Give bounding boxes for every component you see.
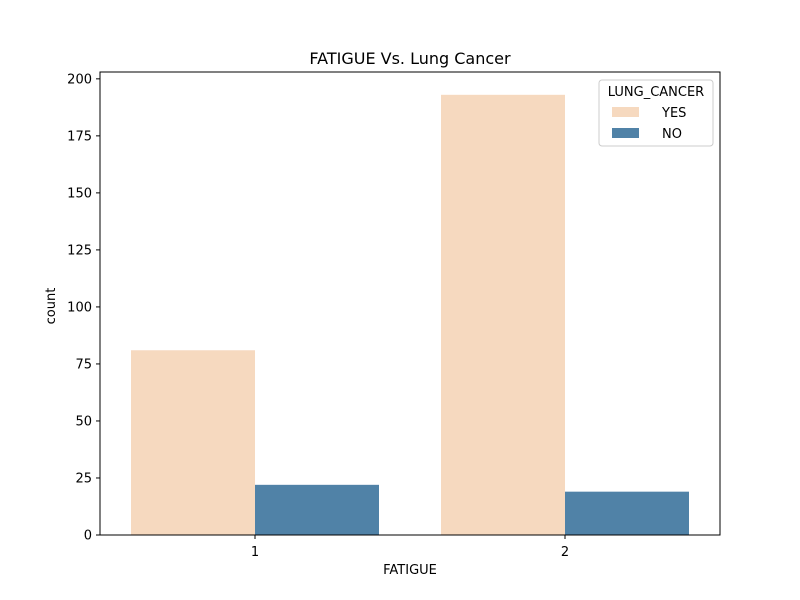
legend-swatch-yes bbox=[612, 107, 639, 117]
legend-swatch-no bbox=[612, 128, 639, 138]
y-axis-label: count bbox=[44, 288, 59, 325]
y-tick-label: 50 bbox=[75, 414, 92, 429]
legend-title: LUNG_CANCER bbox=[608, 85, 704, 100]
legend-items: YES NO bbox=[612, 106, 686, 142]
y-tick-label: 75 bbox=[75, 357, 92, 372]
legend-label-yes: YES bbox=[661, 106, 686, 121]
bar-no-2 bbox=[565, 491, 689, 535]
y-axis-ticks: 0 25 50 75 100 125 150 175 200 bbox=[67, 72, 100, 544]
legend: LUNG_CANCER YES NO bbox=[598, 79, 714, 147]
axes-frame bbox=[99, 71, 721, 536]
y-tick-label: 100 bbox=[67, 300, 92, 315]
y-tick-label: 125 bbox=[67, 243, 92, 258]
y-tick-label: 200 bbox=[67, 72, 92, 87]
y-tick-label: 150 bbox=[67, 186, 92, 201]
bar-yes-2 bbox=[441, 94, 565, 535]
y-tick-label: 175 bbox=[67, 129, 92, 144]
y-tick-label: 0 bbox=[84, 529, 92, 544]
legend-label-no: NO bbox=[662, 127, 682, 142]
y-tick-label: 25 bbox=[75, 471, 92, 486]
x-tick-label: 1 bbox=[251, 545, 259, 560]
bar-yes-1 bbox=[131, 350, 255, 535]
bar-no-1 bbox=[255, 484, 379, 535]
chart-title: FATIGUE Vs. Lung Cancer bbox=[309, 49, 511, 68]
x-tick-label: 2 bbox=[561, 545, 569, 560]
x-axis-label: FATIGUE bbox=[383, 563, 437, 578]
plot-area bbox=[99, 71, 721, 536]
